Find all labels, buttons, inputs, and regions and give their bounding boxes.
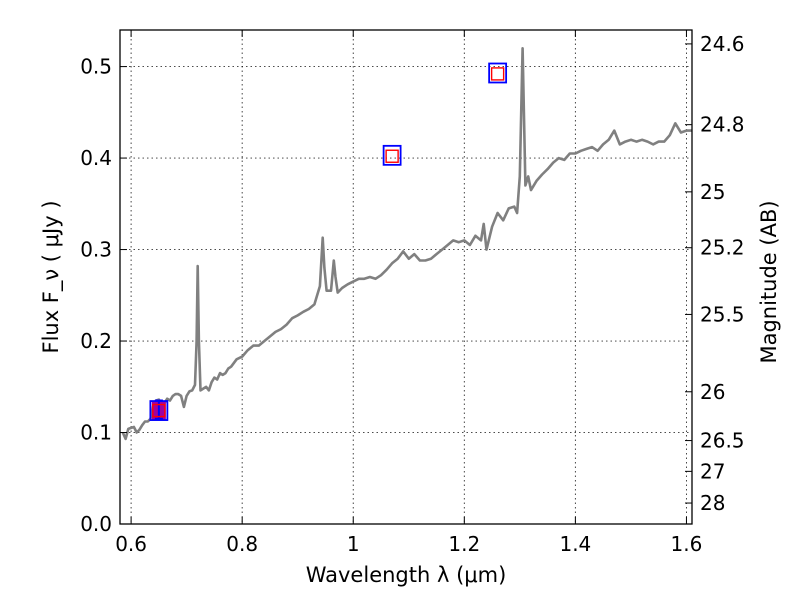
x-tick-label: 1.4 [559,532,591,556]
plot-frame [119,29,693,525]
spectrum-layer [121,47,692,441]
mag-tick-label: 26 [700,380,725,404]
x-tick-label: 1.2 [448,532,480,556]
x-tick-label: 0.6 [115,532,147,556]
model-point [152,403,166,418]
y-tick-label: 0.0 [80,512,112,536]
y-tick-label: 0.4 [80,146,112,170]
photometry-layer [149,62,508,421]
grid [120,30,692,525]
mag-tick-label: 28 [700,491,725,515]
x-tick-label: 1 [347,532,360,556]
axis-labels: Wavelength λ (μm) Flux F_ν ( μJy ) Magni… [39,200,781,587]
mag-tick-label: 24.6 [700,32,745,56]
magnitude-axis-label: Magnitude (AB) [757,200,781,363]
y-axis-label: Flux F_ν ( μJy ) [39,200,64,353]
x-axis-label: Wavelength λ (μm) [306,563,507,587]
y-tick-label: 0.5 [80,55,112,79]
model-point [490,67,505,81]
observed-point [488,62,508,84]
y-tick-label: 0.2 [80,329,112,353]
observed-point [382,144,402,166]
mag-tick-label: 26.5 [700,429,745,453]
mag-tick-label: 25 [700,180,725,204]
mag-tick-label: 27 [700,459,725,483]
y-tick-label: 0.3 [80,238,112,262]
y-tick-label: 0.1 [80,421,112,445]
spectrum-line [121,47,692,441]
x-tick-label: 1.6 [671,532,703,556]
mag-tick-label: 25.5 [700,302,745,326]
ticks: 0.8 1 1.2 1.4 1.6 0.60.0 0.1 0.2 0.3 0.4 0.5 24.6 24… [80,30,745,556]
x-tick-label: 0.8 [226,532,258,556]
model-point [385,149,399,163]
mag-tick-label: 25.2 [700,236,745,260]
mag-tick-label: 24.8 [700,113,745,137]
